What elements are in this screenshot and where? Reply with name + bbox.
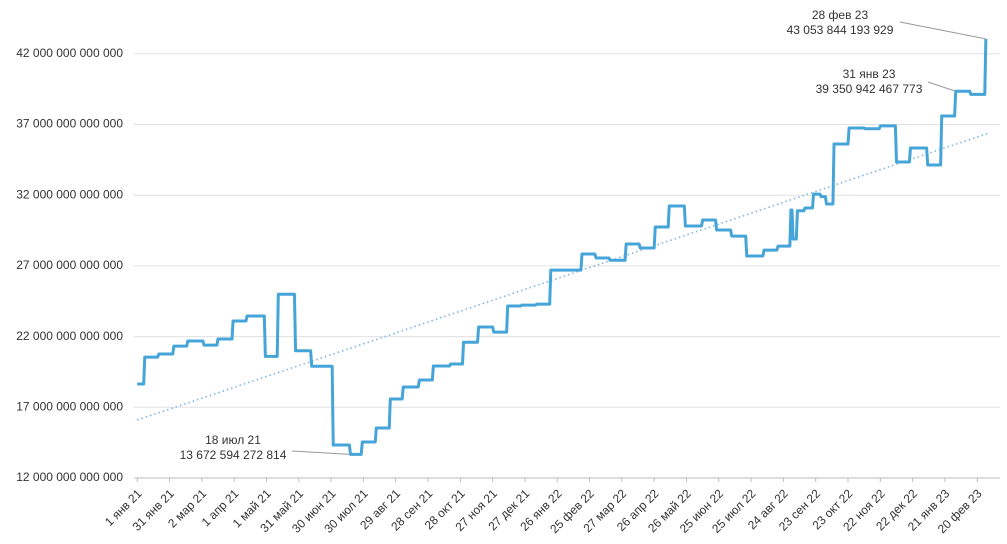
y-tick-label: 32 000 000 000 000 — [16, 187, 123, 201]
y-tick-label: 37 000 000 000 000 — [16, 117, 123, 131]
annotation-leader — [291, 450, 351, 455]
y-tick-label: 27 000 000 000 000 — [16, 258, 123, 272]
annotation-value: 43 053 844 193 929 — [787, 23, 894, 37]
y-tick-label: 17 000 000 000 000 — [16, 399, 123, 413]
annotation-date: 28 фев 23 — [812, 8, 869, 22]
annotation-leader — [899, 21, 986, 40]
annotation-leader — [927, 81, 956, 92]
y-tick-label: 12 000 000 000 000 — [16, 470, 123, 484]
data-line — [137, 38, 988, 456]
annotation-value: 39 350 942 467 773 — [816, 82, 923, 96]
y-tick-label: 22 000 000 000 000 — [16, 329, 123, 343]
annotation-value: 13 672 594 272 814 — [180, 448, 287, 462]
annotation-date: 18 июл 21 — [205, 433, 261, 447]
annotation-date: 31 янв 23 — [843, 67, 896, 81]
trend-line — [136, 132, 990, 421]
y-tick-label: 42 000 000 000 000 — [16, 46, 123, 60]
